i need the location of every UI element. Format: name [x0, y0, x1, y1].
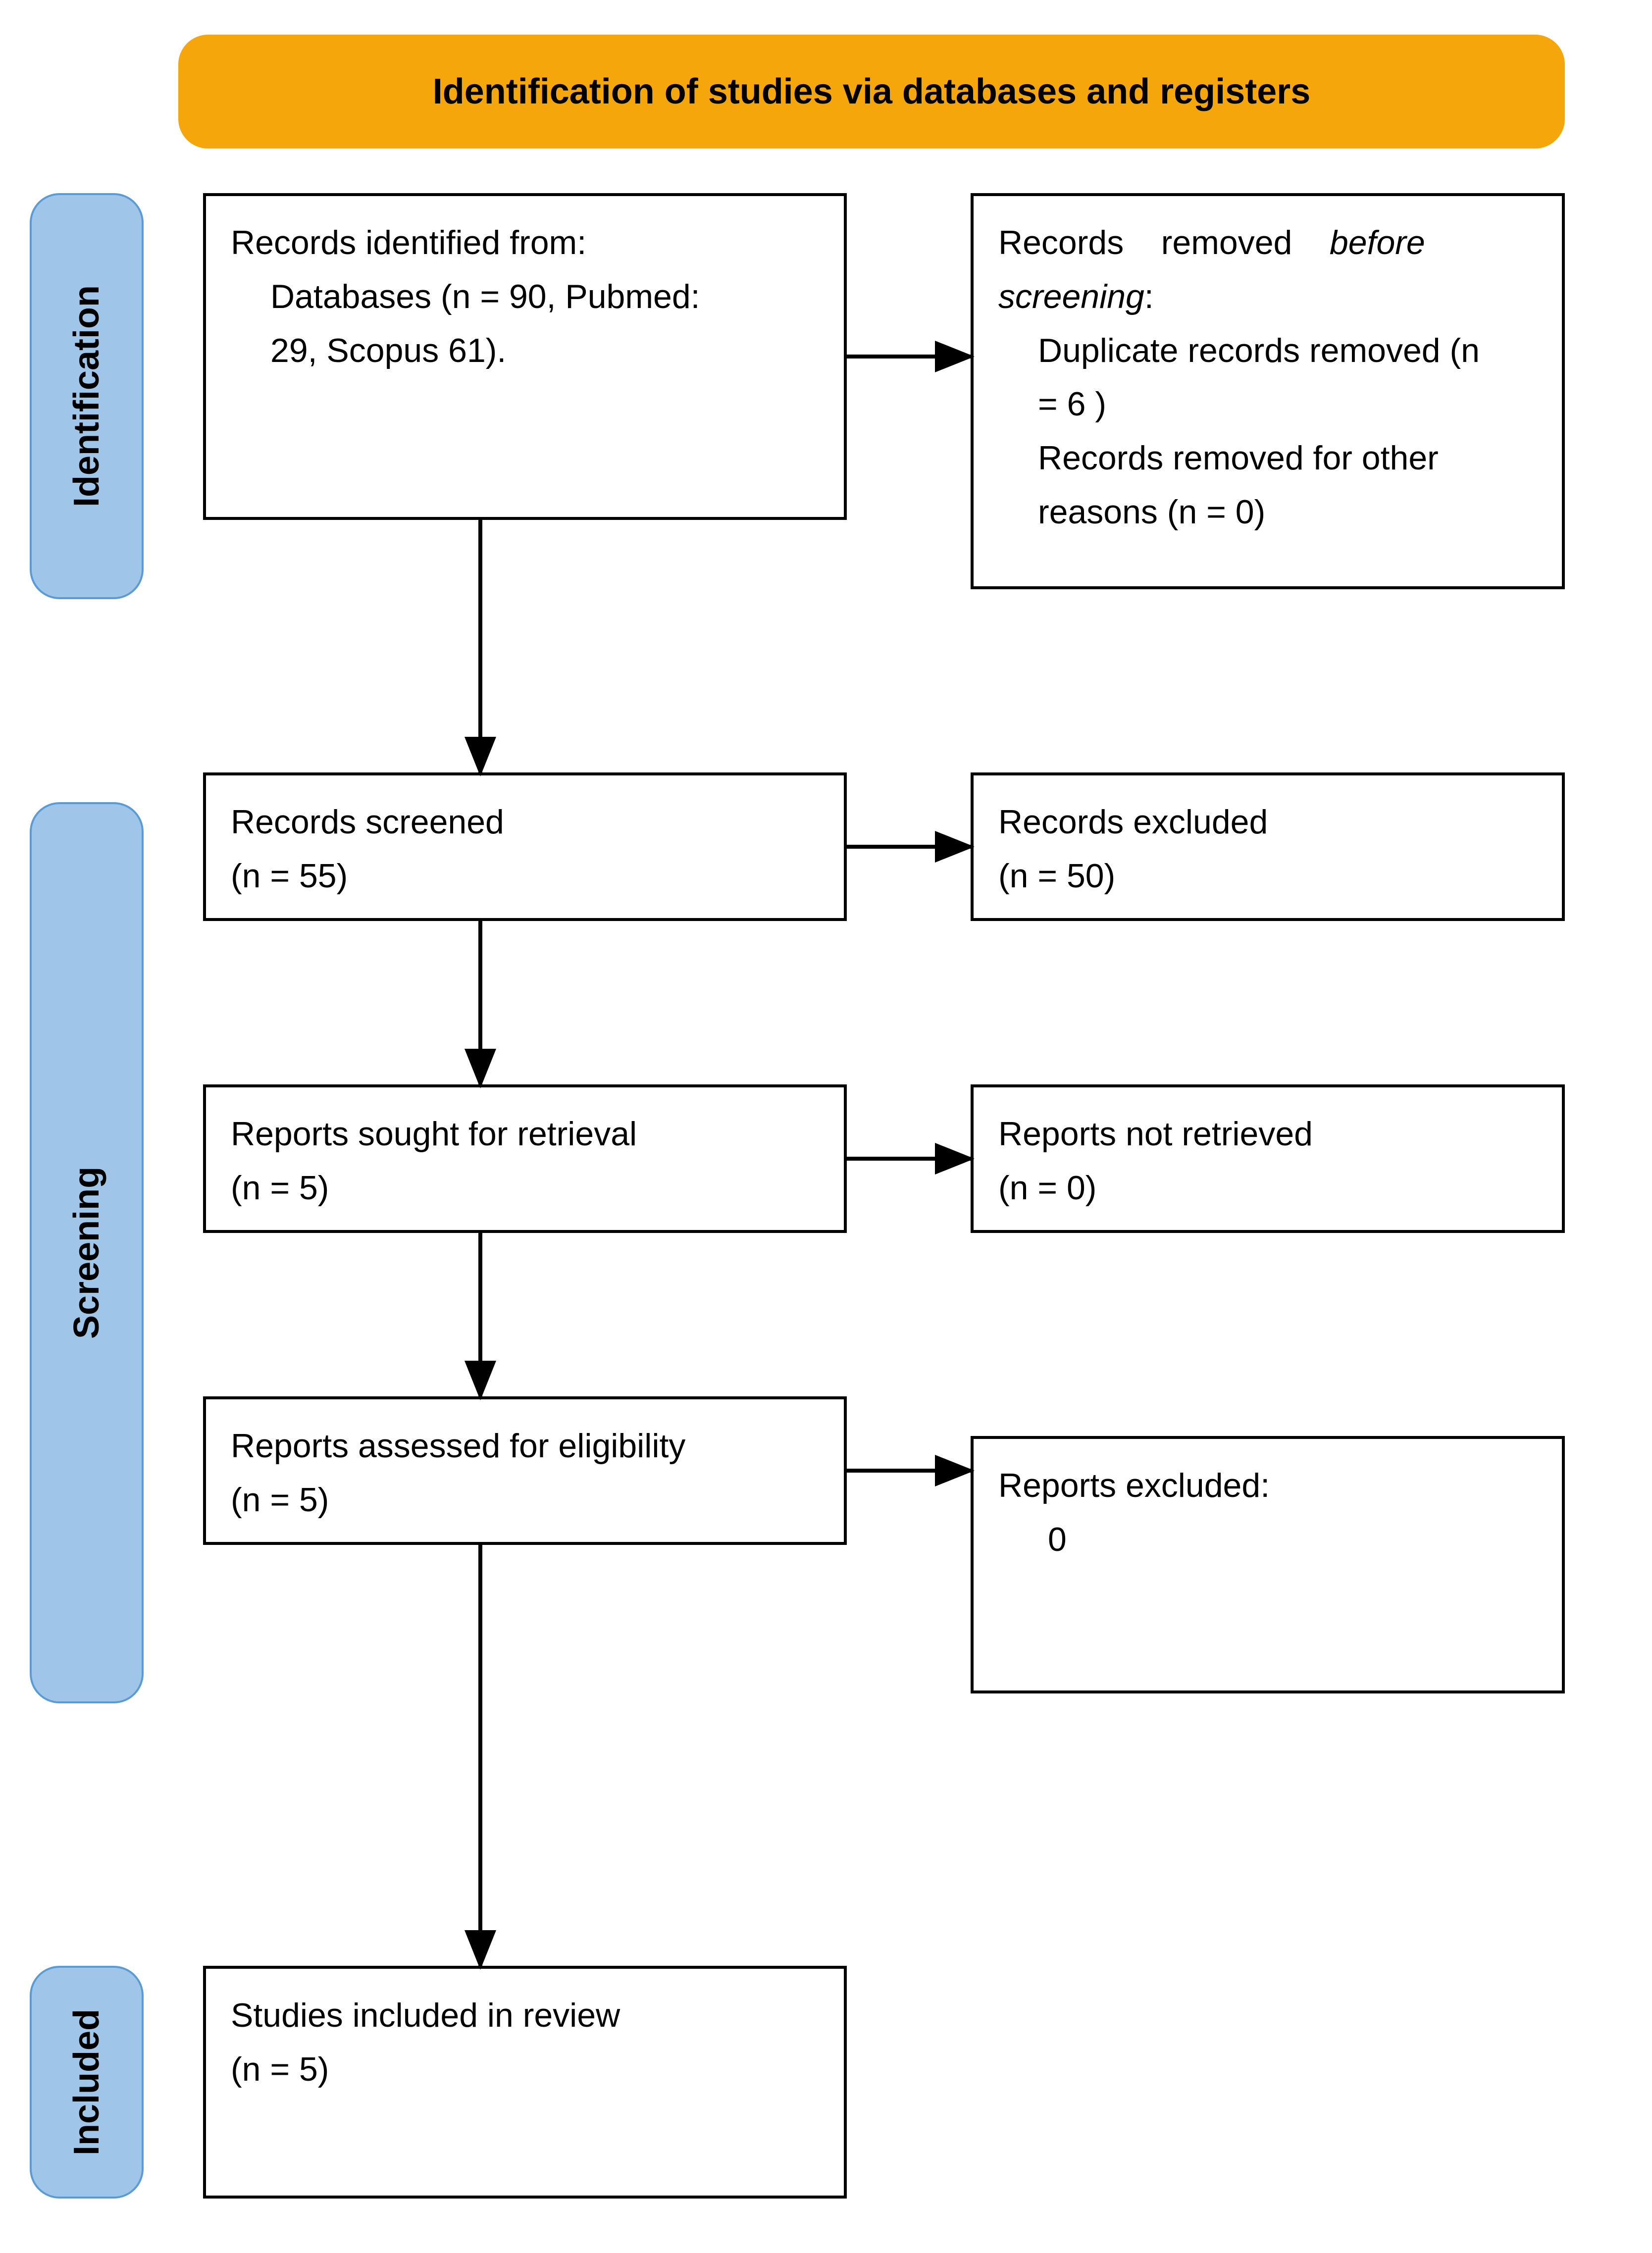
box-reports_excluded: Reports excluded:0 [971, 1436, 1565, 1693]
box-line: Records removed for other [998, 431, 1537, 485]
box-line: (n = 5) [231, 1473, 819, 1527]
box-line: (n = 50) [998, 849, 1537, 903]
box-removed_before: Records removed beforescreening:Duplicat… [971, 193, 1565, 589]
box-line: Records identified from: [231, 216, 819, 270]
box-assessed: Reports assessed for eligibility(n = 5) [203, 1396, 847, 1545]
stage-label-included: Included [30, 1966, 144, 2199]
box-not_retrieved: Reports not retrieved(n = 0) [971, 1084, 1565, 1233]
stage-label-text: Identification [66, 285, 107, 507]
box-line: Records screened [231, 795, 819, 849]
stage-label-identification: Identification [30, 193, 144, 599]
box-line: Records removed before [998, 216, 1537, 270]
box-line: reasons (n = 0) [998, 485, 1537, 539]
box-identified: Records identified from:Databases (n = 9… [203, 193, 847, 520]
stage-label-text: Screening [66, 1167, 107, 1339]
stage-label-screening: Screening [30, 802, 144, 1703]
box-line: 0 [998, 1513, 1537, 1567]
box-included_box: Studies included in review(n = 5) [203, 1966, 847, 2199]
box-sought: Reports sought for retrieval(n = 5) [203, 1084, 847, 1233]
box-line: Reports excluded: [998, 1459, 1537, 1513]
box-screened: Records screened(n = 55) [203, 772, 847, 921]
box-line: Reports assessed for eligibility [231, 1419, 819, 1473]
box-excluded_records: Records excluded(n = 50) [971, 772, 1565, 921]
header-title: Identification of studies via databases … [433, 71, 1311, 112]
box-line: Reports not retrieved [998, 1107, 1537, 1161]
stage-label-text: Included [66, 2009, 107, 2155]
box-line: (n = 5) [231, 1161, 819, 1215]
box-line: Duplicate records removed (n [998, 324, 1537, 378]
box-line: = 6 ) [998, 377, 1537, 431]
box-line: (n = 5) [231, 2043, 819, 2097]
box-line: (n = 0) [998, 1161, 1537, 1215]
box-line: Reports sought for retrieval [231, 1107, 819, 1161]
header-bar: Identification of studies via databases … [178, 35, 1565, 149]
box-line: Records excluded [998, 795, 1537, 849]
box-line: screening: [998, 270, 1537, 324]
box-line: Databases (n = 90, Pubmed: [231, 270, 819, 324]
box-line: Studies included in review [231, 1989, 819, 2043]
box-line: 29, Scopus 61). [231, 324, 819, 378]
box-line: (n = 55) [231, 849, 819, 903]
prisma-flowchart: Identification of studies via databases … [0, 0, 1652, 2253]
